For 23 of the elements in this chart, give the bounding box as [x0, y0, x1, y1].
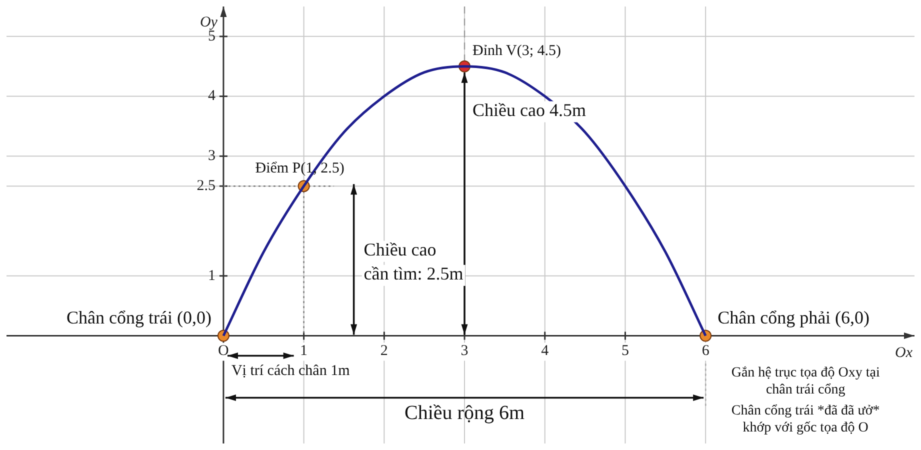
x-tick-label: 6: [702, 343, 710, 360]
annotation: Chân cổng phải (6,0): [718, 307, 870, 328]
annotation: Chân cổng trái *đã đã ưở* khớp với gốc tọa độ O: [731, 403, 880, 436]
annotation: Đỉnh V(3; 4.5): [472, 42, 561, 59]
annotation: Gắn hệ trục tọa độ Oxy tại chân trái cổng: [731, 365, 880, 398]
y-tick-label: 2.5: [196, 178, 216, 194]
x-tick-label: 4: [541, 343, 550, 360]
annotation: Vị trí cách chân 1m: [231, 363, 350, 380]
annotation: Điểm P(1, 2.5): [255, 160, 344, 177]
x-tick-label: O: [218, 343, 230, 360]
annotation: Chân cổng trái (0,0): [66, 307, 212, 328]
annotation: Chiều rộng 6m: [404, 402, 525, 424]
x-axis-title: Ox: [895, 345, 913, 362]
x-tick-label: 2: [380, 343, 388, 360]
x-tick-label: 5: [621, 343, 629, 360]
annotation: Chiều cao cần tìm: 2.5m: [364, 240, 464, 284]
x-tick-label: 1: [300, 343, 308, 360]
y-tick-label: 3: [208, 148, 216, 164]
y-tick-label: 1: [208, 268, 216, 284]
y-axis-title: Oy: [200, 14, 218, 30]
annotation: Chiều cao 4.5m: [472, 100, 586, 120]
y-tick-label: 4: [208, 88, 216, 104]
x-tick-label: 3: [460, 343, 468, 360]
